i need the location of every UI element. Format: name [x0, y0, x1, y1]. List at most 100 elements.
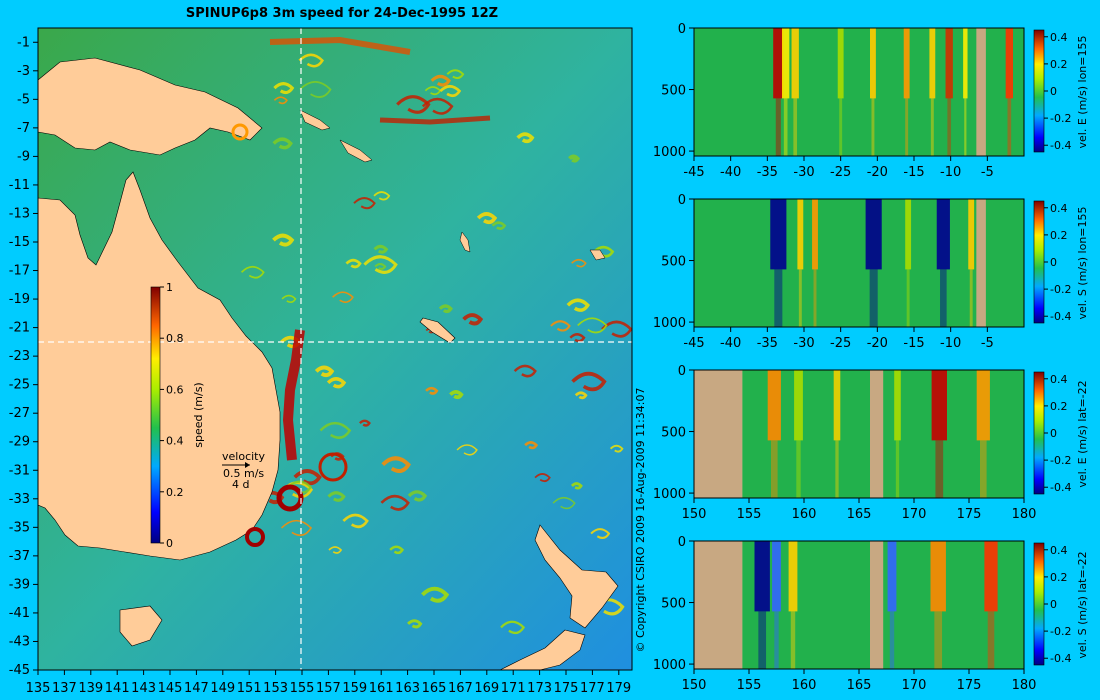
eddy-streak	[389, 545, 405, 555]
section-feature	[773, 28, 784, 99]
section-x-tick-label: -5	[981, 165, 994, 180]
eddy-streak	[534, 473, 551, 483]
section-feature	[775, 98, 781, 156]
section-x-tick-label: -30	[793, 165, 814, 180]
section-feature	[791, 28, 799, 99]
map-x-tick-label: 169	[474, 681, 499, 696]
section-feature	[1005, 28, 1013, 99]
eddy-streak	[476, 212, 498, 225]
eddy-streak	[381, 456, 411, 473]
section-feature	[839, 98, 843, 156]
eddy-streak	[280, 519, 313, 537]
eddy-ring	[318, 452, 348, 482]
eddy-streak	[438, 304, 453, 313]
eddy-streak	[319, 421, 352, 439]
map-x-tick-label: 163	[395, 681, 420, 696]
map-x-tick-label: 173	[527, 681, 552, 696]
map-y-tick-label: -13	[9, 206, 30, 221]
section-feature	[869, 269, 878, 327]
velocity-key-arrowhead	[245, 462, 250, 468]
eddy-streak	[359, 419, 371, 427]
map-y-ticks: -1 -3 -5 -7 -9 -11 -13 -15 -17 -19 -21 -23 -25 -27 -29…	[9, 35, 38, 678]
section-feature	[793, 98, 798, 156]
section-colorbar-tick-label: -0.2	[1050, 625, 1071, 638]
eddy-features	[240, 53, 633, 635]
section-colorbar-tick-label: 0.2	[1050, 229, 1068, 242]
map-y-tick-label: -15	[9, 235, 30, 250]
speed-colorbar-tick-label: 0.8	[166, 332, 184, 345]
section-feature	[796, 440, 801, 498]
eddy-streak	[240, 265, 265, 279]
section-field	[694, 370, 1024, 498]
eddy-streak	[373, 191, 391, 201]
section-colorbar-tick-label: -0.2	[1050, 454, 1071, 467]
section-colorbar-tick-label: 0.2	[1050, 571, 1068, 584]
section-land	[694, 370, 743, 498]
section-panels: 0 500 1000 -45 -40 -35 -30 -25 -20 -15 -10 -5 0.4 0.2…	[653, 22, 1089, 693]
section-feature	[935, 440, 944, 498]
map-y-tick-label: -37	[9, 549, 30, 564]
map-y-tick-label: -41	[9, 606, 30, 621]
section-land	[870, 541, 884, 669]
speed-colorbar-tick-label: 0.2	[166, 486, 184, 499]
eddy-streak	[374, 263, 387, 271]
section-y-tick-label: 0	[678, 193, 686, 208]
map-x-ticks: 135 137 139 141 143 145 147 149 151 153 155 157 159 1…	[26, 670, 631, 696]
section-feature	[837, 28, 844, 99]
land-nz-north	[534, 524, 619, 629]
east-australian-current	[282, 329, 305, 461]
eddy-streak	[430, 74, 451, 87]
section-feature	[906, 269, 910, 327]
section-x-tick-label: 180	[1012, 507, 1037, 522]
map-x-tick-label: 141	[105, 681, 130, 696]
map-x-tick-label: 157	[316, 681, 341, 696]
eddy-streak	[342, 513, 369, 529]
section-x-tick-label: -10	[940, 165, 961, 180]
eddy-streak	[590, 528, 611, 539]
section-x-tick-label: -15	[903, 165, 924, 180]
section-feature	[774, 611, 779, 669]
section-feature	[905, 199, 912, 270]
velocity-key-time: 4 d	[232, 478, 249, 491]
map-x-tick-label: 177	[580, 681, 605, 696]
eddy-ring	[245, 527, 265, 547]
section-colorbar-tick-label: 0	[1050, 85, 1057, 98]
eddy-streak	[345, 258, 362, 269]
eddy-streak	[327, 491, 346, 502]
velocity-key-speed: 0.5 m/s	[223, 467, 264, 480]
map-y-tick-label: -11	[9, 178, 30, 193]
section-x-tick-label: -45	[683, 165, 704, 180]
eddy-streak	[425, 386, 439, 395]
section-y-tick-label: 0	[678, 22, 686, 37]
main-title: SPINUP6p8 3m speed for 24-Dec-1995 12Z	[186, 6, 498, 21]
eddy-streak	[570, 482, 583, 490]
section-feature	[782, 28, 790, 99]
map-x-tick-label: 155	[290, 681, 315, 696]
eddy-streak	[456, 444, 478, 456]
section-feature	[771, 440, 778, 498]
speed-colorbar-tick-label: 0	[166, 537, 173, 550]
map-x-tick-label: 171	[501, 681, 526, 696]
map-frame	[37, 27, 633, 671]
land-solomons	[299, 109, 373, 163]
eddy-streak	[513, 364, 537, 378]
section-colorbar-tick-label: -0.4	[1050, 310, 1071, 323]
section-feature	[767, 370, 781, 441]
section-y-tick-label: 500	[661, 84, 686, 99]
map-x-tick-label: 175	[554, 681, 579, 696]
section-feature	[783, 98, 788, 156]
section-feature	[813, 269, 817, 327]
map-x-tick-label: 145	[158, 681, 183, 696]
section-colorbar-tick-label: 0.2	[1050, 58, 1068, 71]
section-colorbar-tick-label: -0.2	[1050, 112, 1071, 125]
section-feature	[812, 199, 818, 270]
map-x-tick-label: 165	[422, 681, 447, 696]
map-x-tick-label: 143	[131, 681, 156, 696]
eddy-streak	[609, 444, 624, 453]
section-x-tick-label: -20	[867, 336, 888, 351]
section-y-tick-label: 1000	[653, 316, 686, 331]
eddy-streak	[491, 221, 507, 230]
section-feature	[930, 541, 946, 612]
velocity-key-label: velocity	[222, 450, 265, 463]
section-feature	[936, 199, 950, 270]
